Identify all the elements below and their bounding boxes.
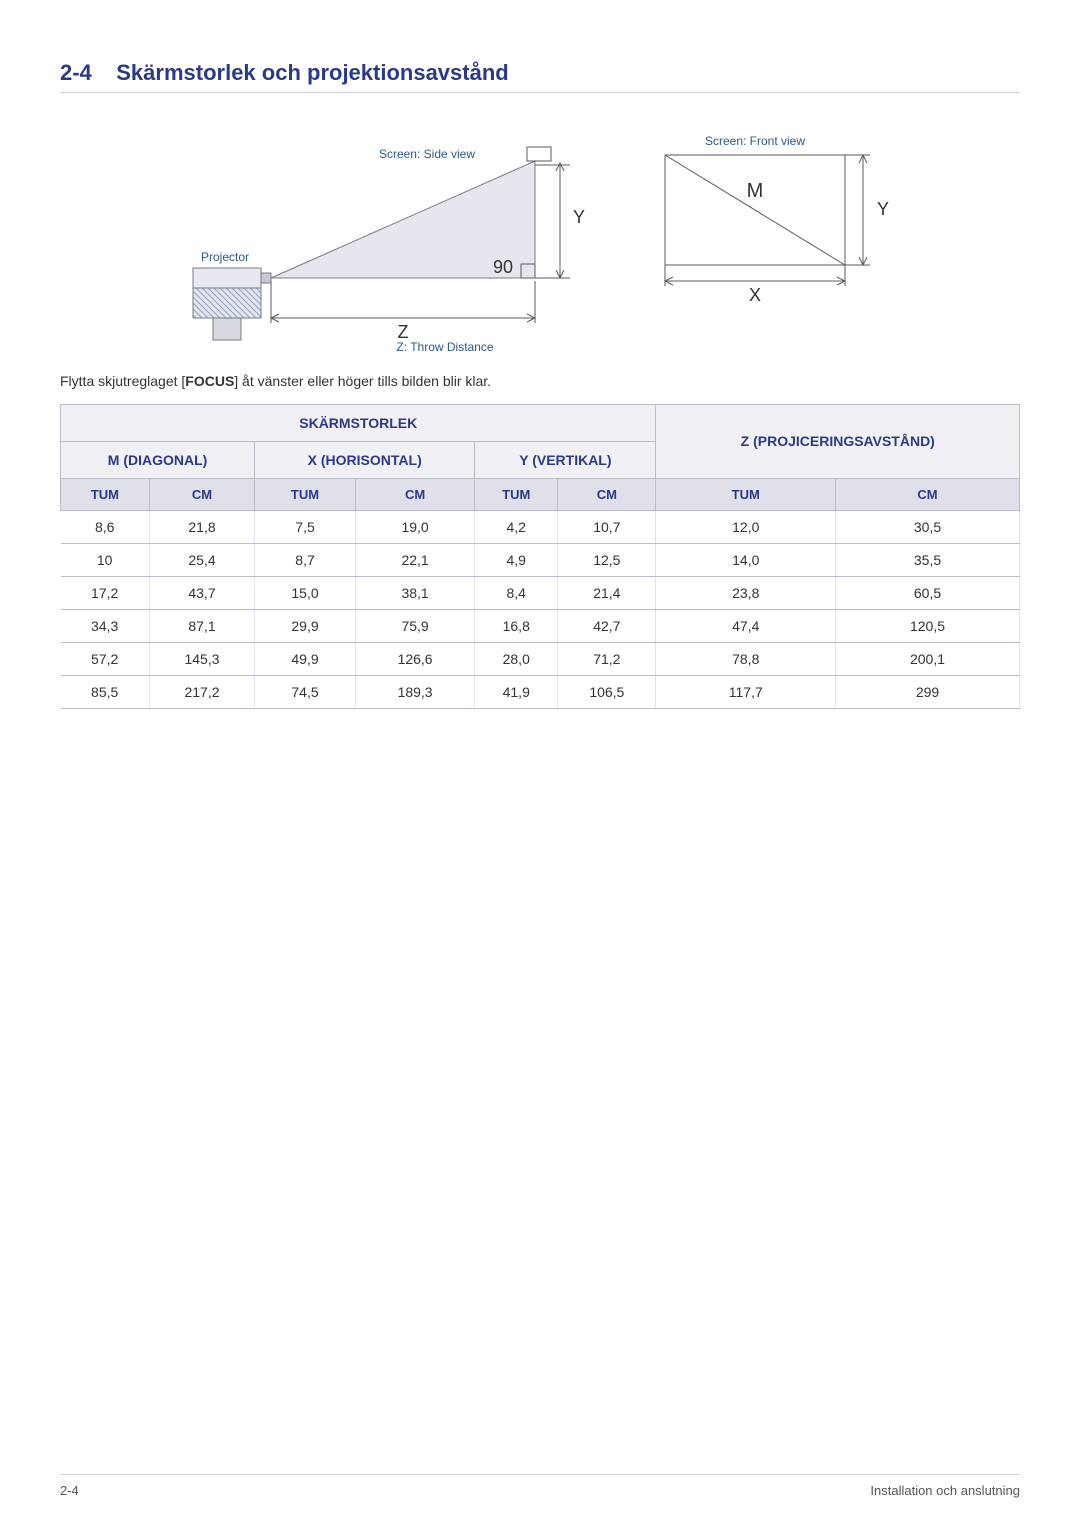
th-screen-size: SKÄRMSTORLEK — [61, 405, 656, 442]
table-cell: 25,4 — [149, 544, 254, 577]
table-cell: 60,5 — [836, 577, 1020, 610]
table-cell: 41,9 — [475, 676, 558, 709]
table-cell: 117,7 — [656, 676, 836, 709]
table-cell: 21,8 — [149, 511, 254, 544]
table-cell: 126,6 — [355, 643, 474, 676]
table-cell: 75,9 — [355, 610, 474, 643]
page-heading: 2-4 Skärmstorlek och projektionsavstånd — [60, 60, 1020, 93]
table-row: 85,5217,274,5189,341,9106,5117,7299 — [61, 676, 1020, 709]
table-cell: 19,0 — [355, 511, 474, 544]
th-unit: CM — [355, 479, 474, 511]
z-caption: Z: Throw Distance — [396, 340, 493, 353]
th-unit: CM — [149, 479, 254, 511]
footer-right: Installation och anslutning — [870, 1483, 1020, 1498]
th-y: Y (VERTIKAL) — [475, 442, 656, 479]
th-z-proj: Z (PROJICERINGSAVSTÅND) — [656, 405, 1020, 479]
table-cell: 22,1 — [355, 544, 474, 577]
table-cell: 28,0 — [475, 643, 558, 676]
x-label: X — [749, 285, 761, 305]
table-cell: 8,6 — [61, 511, 150, 544]
table-cell: 8,4 — [475, 577, 558, 610]
side-view-diagram: Projector Screen: Side view 90 Y Z Z: Th… — [175, 123, 605, 353]
projector-label: Projector — [201, 250, 249, 264]
intro-pre: Flytta skjutreglaget [ — [60, 373, 185, 389]
table-cell: 34,3 — [61, 610, 150, 643]
th-unit: CM — [836, 479, 1020, 511]
table-cell: 85,5 — [61, 676, 150, 709]
table-cell: 43,7 — [149, 577, 254, 610]
table-cell: 30,5 — [836, 511, 1020, 544]
table-cell: 49,9 — [255, 643, 356, 676]
table-cell: 71,2 — [558, 643, 656, 676]
diagram-area: Projector Screen: Side view 90 Y Z Z: Th… — [60, 123, 1020, 353]
table-cell: 106,5 — [558, 676, 656, 709]
y-label-side: Y — [573, 207, 585, 227]
angle-label: 90 — [493, 257, 513, 277]
intro-text: Flytta skjutreglaget [FOCUS] åt vänster … — [60, 373, 1020, 389]
th-unit: TUM — [61, 479, 150, 511]
intro-bold: FOCUS — [185, 373, 234, 389]
size-distance-table: SKÄRMSTORLEK Z (PROJICERINGSAVSTÅND) M (… — [60, 404, 1020, 709]
heading-number: 2-4 — [60, 60, 92, 85]
z-label: Z — [398, 322, 409, 342]
table-cell: 120,5 — [836, 610, 1020, 643]
table-cell: 145,3 — [149, 643, 254, 676]
table-row: 34,387,129,975,916,842,747,4120,5 — [61, 610, 1020, 643]
table-cell: 74,5 — [255, 676, 356, 709]
intro-post: ] åt vänster eller höger tills bilden bl… — [234, 373, 491, 389]
table-row: 17,243,715,038,18,421,423,860,5 — [61, 577, 1020, 610]
table-cell: 299 — [836, 676, 1020, 709]
m-label: M — [747, 180, 764, 202]
table-cell: 10,7 — [558, 511, 656, 544]
page-footer: 2-4 Installation och anslutning — [60, 1474, 1020, 1498]
th-x: X (HORISONTAL) — [255, 442, 475, 479]
table-cell: 7,5 — [255, 511, 356, 544]
table-cell: 10 — [61, 544, 150, 577]
th-unit: TUM — [475, 479, 558, 511]
table-cell: 87,1 — [149, 610, 254, 643]
table-cell: 21,4 — [558, 577, 656, 610]
table-row: 8,621,87,519,04,210,712,030,5 — [61, 511, 1020, 544]
table-cell: 42,7 — [558, 610, 656, 643]
table-cell: 200,1 — [836, 643, 1020, 676]
th-m: M (DIAGONAL) — [61, 442, 255, 479]
table-cell: 15,0 — [255, 577, 356, 610]
table-cell: 35,5 — [836, 544, 1020, 577]
table-cell: 4,9 — [475, 544, 558, 577]
table-cell: 14,0 — [656, 544, 836, 577]
th-unit: TUM — [255, 479, 356, 511]
table-cell: 38,1 — [355, 577, 474, 610]
table-cell: 23,8 — [656, 577, 836, 610]
table-cell: 78,8 — [656, 643, 836, 676]
th-unit: CM — [558, 479, 656, 511]
heading-title: Skärmstorlek och projektionsavstånd — [116, 60, 508, 85]
table-cell: 4,2 — [475, 511, 558, 544]
front-view-label: Screen: Front view — [705, 134, 805, 148]
table-cell: 57,2 — [61, 643, 150, 676]
front-view-diagram: Screen: Front view M Y X — [645, 123, 905, 323]
table-cell: 217,2 — [149, 676, 254, 709]
table-cell: 12,5 — [558, 544, 656, 577]
th-unit: TUM — [656, 479, 836, 511]
table-cell: 29,9 — [255, 610, 356, 643]
table-cell: 16,8 — [475, 610, 558, 643]
table-body: 8,621,87,519,04,210,712,030,51025,48,722… — [61, 511, 1020, 709]
table-cell: 47,4 — [656, 610, 836, 643]
side-view-label: Screen: Side view — [379, 147, 475, 161]
table-row: 57,2145,349,9126,628,071,278,8200,1 — [61, 643, 1020, 676]
table-cell: 12,0 — [656, 511, 836, 544]
table-cell: 8,7 — [255, 544, 356, 577]
footer-left: 2-4 — [60, 1483, 79, 1498]
table-cell: 17,2 — [61, 577, 150, 610]
y-label-front: Y — [877, 199, 889, 219]
table-cell: 189,3 — [355, 676, 474, 709]
table-row: 1025,48,722,14,912,514,035,5 — [61, 544, 1020, 577]
